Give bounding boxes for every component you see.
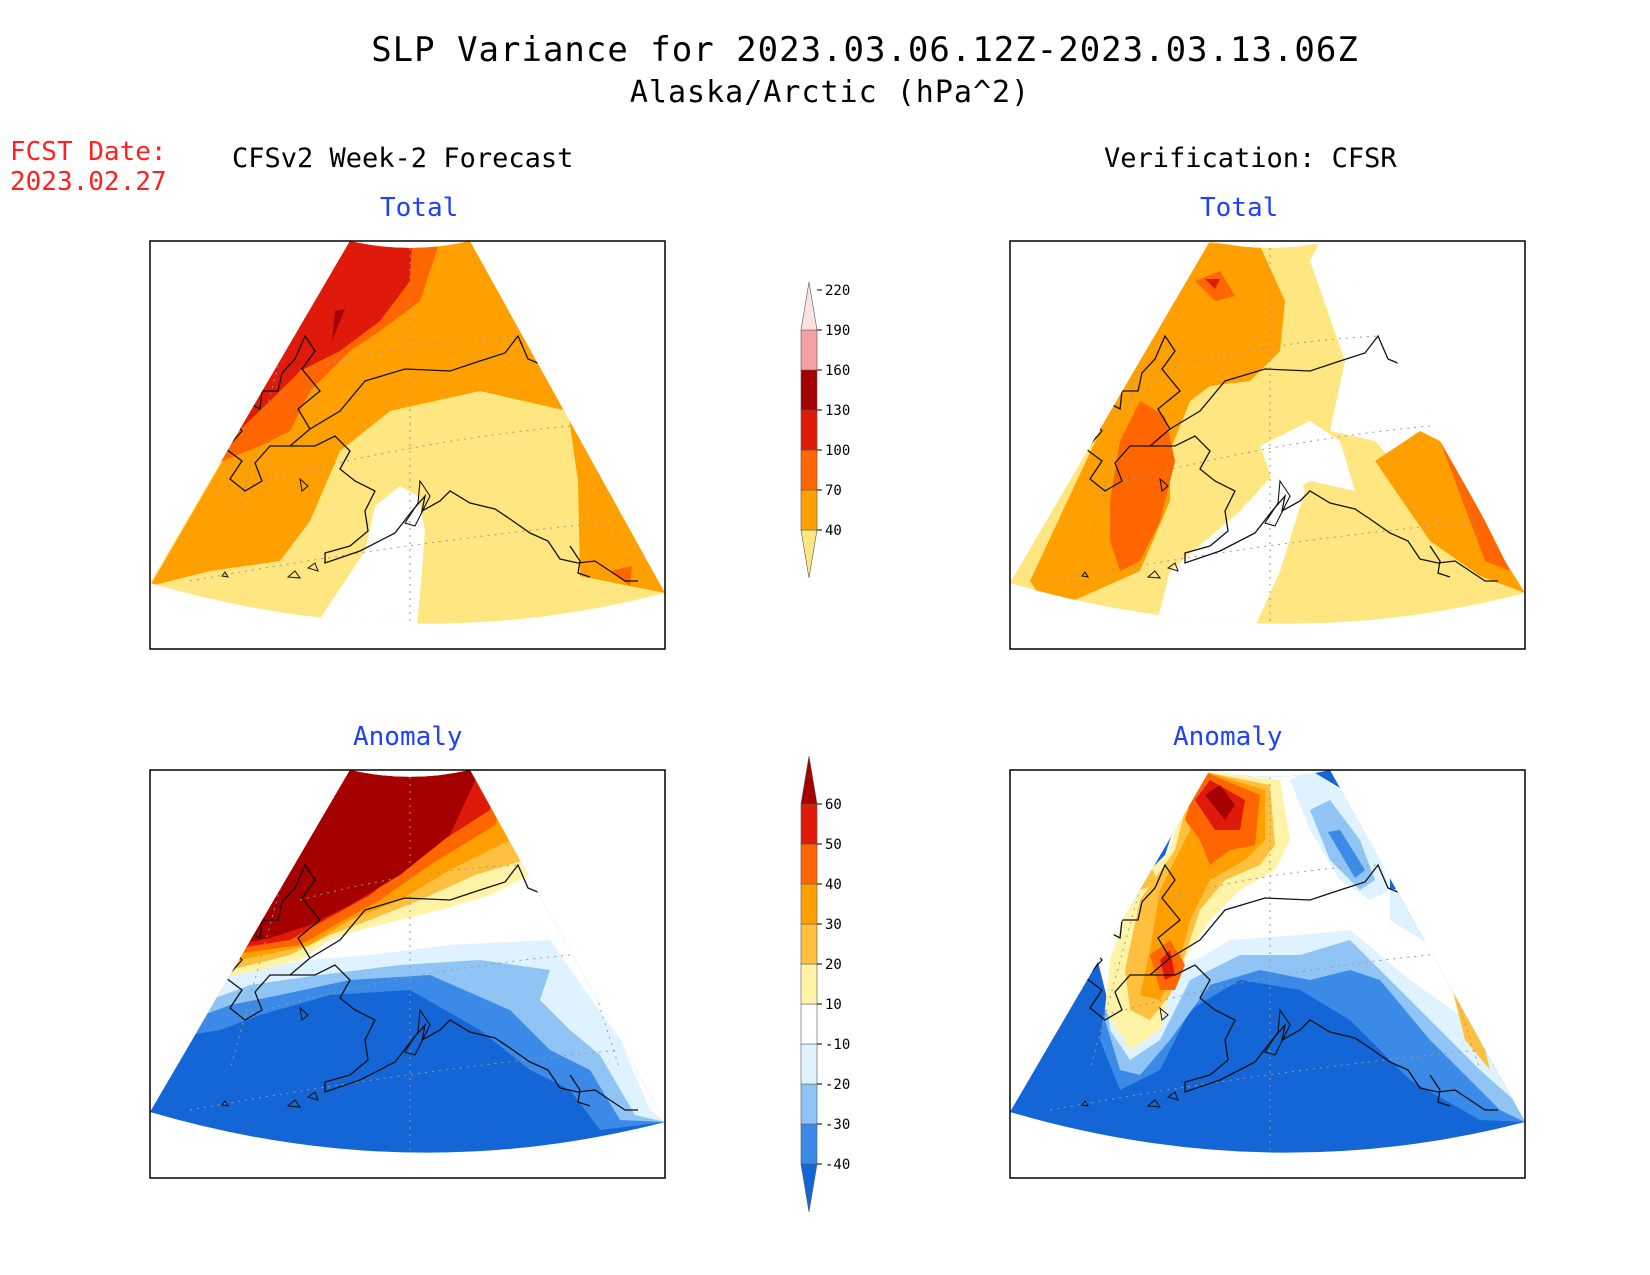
colorbar-segment: [800, 963, 818, 1005]
colorbar-label: -20: [825, 1077, 850, 1093]
colorbar-label: 40: [825, 877, 842, 893]
colorbar-total: 40 70 100 130 160 190 220: [800, 281, 850, 579]
colorbar-label: 160: [825, 363, 850, 379]
colorbar-segment: [800, 883, 818, 925]
colorbar-segment: [800, 1083, 818, 1125]
panel-title-forecast-anomaly: Anomaly: [353, 722, 463, 752]
forecast-date-value: 2023.02.27: [10, 167, 167, 197]
colorbar-label: 70: [825, 483, 842, 499]
colorbar-segment: [800, 1003, 818, 1045]
colorbar-label: -10: [825, 1037, 850, 1053]
colorbar-label: -40: [825, 1157, 850, 1173]
colorbar-segment: [800, 369, 818, 411]
colorbar-label: 30: [825, 917, 842, 933]
chart-subtitle: Alaska/Arctic (hPa^2): [629, 75, 1031, 110]
colorbar-label: 40: [825, 523, 842, 539]
colorbar-segment: [800, 803, 818, 845]
colorbar-segment: [800, 329, 818, 371]
forecast-date-caption: FCST Date:: [10, 137, 167, 167]
colorbar-anomaly: -40 -30 -20 -10 10 20 30 40 50 60: [800, 755, 850, 1213]
panel-title-forecast-total: Total: [380, 193, 459, 223]
colorbar-segment: [800, 281, 818, 331]
colorbar-segment: [800, 755, 818, 805]
colorbar-label: 50: [825, 837, 842, 853]
panel-title-verification-total: Total: [1200, 193, 1279, 223]
colorbar-label: 130: [825, 403, 850, 419]
colorbar-segment: [800, 449, 818, 491]
map-forecast-anomaly: [149, 769, 666, 1179]
colorbar-segment: [800, 1163, 818, 1213]
chart-title: SLP Variance for 2023.03.06.12Z-2023.03.…: [371, 30, 1359, 70]
colorbar-segment: [800, 1043, 818, 1085]
verification-column-header: Verification: CFSR: [1104, 143, 1397, 174]
colorbar-label: -30: [825, 1117, 850, 1133]
colorbar-label: 10: [825, 997, 842, 1013]
colorbar-label: 20: [825, 957, 842, 973]
colorbar-segment: [800, 843, 818, 885]
colorbar-label: 100: [825, 443, 850, 459]
colorbar-label: 220: [825, 283, 850, 299]
forecast-date-label: FCST Date: 2023.02.27: [10, 137, 167, 197]
panel-title-verification-anomaly: Anomaly: [1173, 722, 1283, 752]
colorbar-segment: [800, 409, 818, 451]
map-verification-total: [1009, 240, 1526, 650]
colorbar-segment: [800, 489, 818, 531]
colorbar-segment: [800, 529, 818, 579]
colorbar-label: 190: [825, 323, 850, 339]
colorbar-segment: [800, 1123, 818, 1165]
colorbar-label: 60: [825, 797, 842, 813]
colorbar-segment: [800, 923, 818, 965]
map-forecast-total: [149, 240, 666, 650]
map-verification-anomaly: [1009, 769, 1526, 1179]
forecast-column-header: CFSv2 Week-2 Forecast: [232, 143, 574, 174]
